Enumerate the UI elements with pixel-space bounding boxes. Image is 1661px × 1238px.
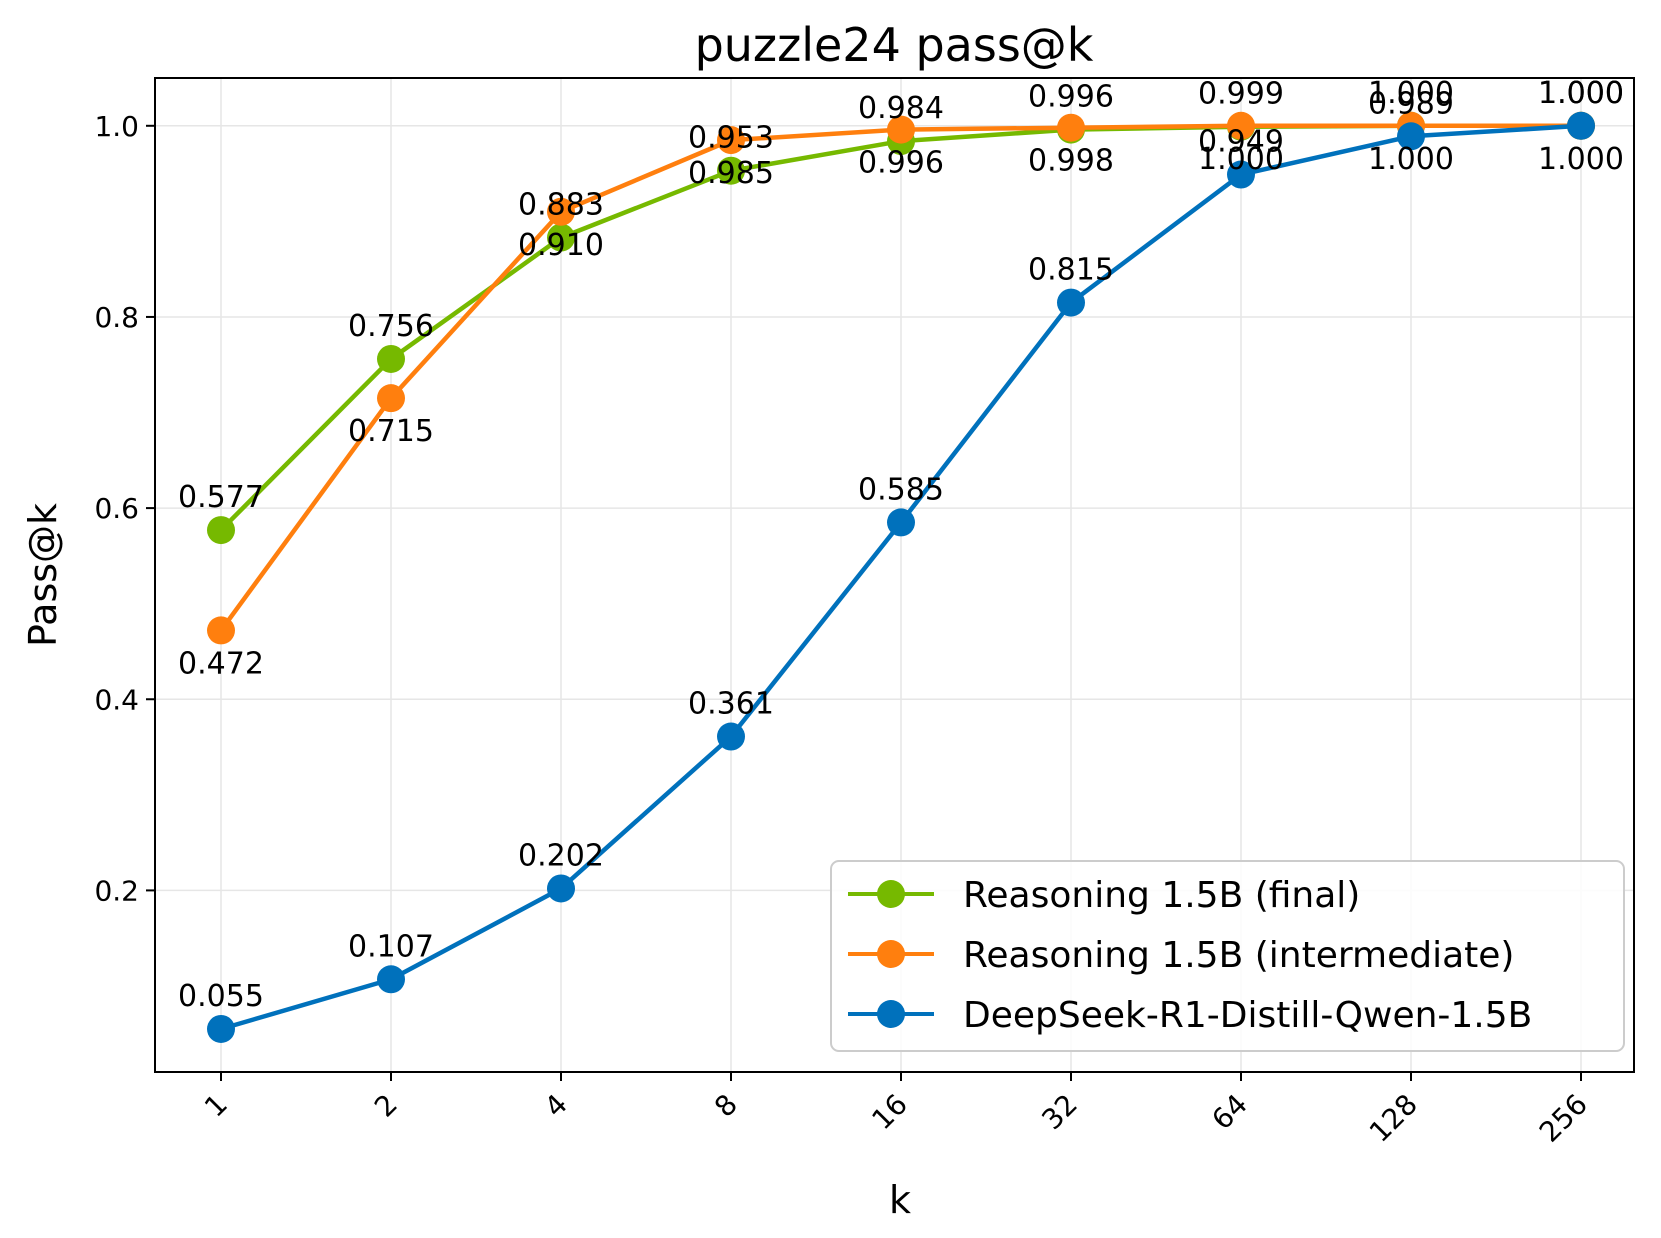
data-point-2 [1397,122,1425,151]
y-tick-label: 1.0 [94,110,139,143]
data-point-1 [377,384,405,413]
y-tick-label: 0.4 [94,683,139,716]
data-label-1: 0.996 [858,146,944,181]
series-layer [207,111,1595,1043]
data-label-0: 0.756 [348,309,434,344]
data-point-0 [207,516,235,545]
data-label-1: 1.000 [1538,142,1624,177]
legend-label-final: Reasoning 1.5B (final) [963,875,1360,916]
data-label-2: 1.000 [1538,76,1624,111]
data-label-1: 0.998 [1028,144,1114,179]
data-point-1 [717,126,745,155]
data-point-1 [547,197,575,226]
data-label-0: 0.953 [688,121,774,156]
data-label-0: 0.999 [1198,77,1284,112]
y-axis: 0.2 0.4 0.6 0.8 1.0 [94,110,155,907]
y-tick-label: 0.8 [94,301,139,334]
data-point-2 [887,508,915,537]
data-label-2: 0.989 [1368,86,1454,121]
data-point-2 [1227,160,1255,189]
data-label-2: 0.585 [858,472,944,507]
data-label-1: 0.472 [178,646,264,681]
data-label-0: 0.577 [178,480,264,515]
data-label-1: 1.000 [1368,142,1454,177]
data-point-2 [717,722,745,751]
y-tick-label: 0.2 [94,874,139,907]
data-label-0: 1.000 [1538,76,1624,111]
data-label-1: 0.910 [518,228,604,263]
data-point-0 [377,344,405,373]
data-point-1 [207,616,235,645]
legend-entry-deepseek: DeepSeek-R1-Distill-Qwen-1.5B [848,995,1532,1036]
data-label-layer: 0.577 0.756 0.883 0.953 0.984 0.996 0.999 1.000… [178,76,1624,1014]
legend-box [830,860,1625,1052]
data-point-0 [547,223,575,252]
data-label-0: 1.000 [1368,76,1454,111]
data-label-2: 0.361 [688,687,774,722]
data-label-2: 0.107 [348,929,434,964]
data-point-1 [1057,113,1085,142]
data-label-2: 0.202 [518,838,604,873]
legend-swatch-marker [877,1000,905,1028]
data-label-1: 1.000 [1198,142,1284,177]
data-label-2: 0.949 [1198,125,1284,160]
legend: Reasoning 1.5B (final) Reasoning 1.5B (i… [830,860,1625,1052]
data-label-1: 0.715 [348,414,434,449]
legend-swatch-marker [877,940,905,968]
chart-title: puzzle24 pass@k [695,18,1094,72]
data-point-1 [887,115,915,144]
plot-frame [154,77,1635,1073]
legend-swatch-marker [877,880,905,908]
data-label-0: 0.996 [1028,80,1114,115]
data-label-2: 0.055 [178,979,264,1014]
data-point-0 [717,156,745,185]
legend-entry-intermediate: Reasoning 1.5B (intermediate) [848,935,1514,976]
y-tick-label: 0.6 [94,492,139,525]
data-label-1: 0.985 [688,156,774,191]
data-label-2: 0.815 [1028,253,1114,288]
data-label-0: 0.984 [858,91,944,126]
y-axis-title: Pass@k [21,503,65,647]
legend-entry-final: Reasoning 1.5B (final) [848,875,1360,916]
data-label-0: 0.883 [518,188,604,223]
data-point-2 [377,965,405,994]
data-point-2 [1057,288,1085,317]
x-axis-title: k [889,1178,911,1222]
data-point-2 [1567,111,1595,140]
data-point-1 [1227,111,1255,140]
data-point-2 [207,1014,235,1043]
legend-label-intermediate: Reasoning 1.5B (intermediate) [963,935,1514,976]
data-point-2 [547,874,575,903]
legend-label-deepseek: DeepSeek-R1-Distill-Qwen-1.5B [963,995,1532,1036]
